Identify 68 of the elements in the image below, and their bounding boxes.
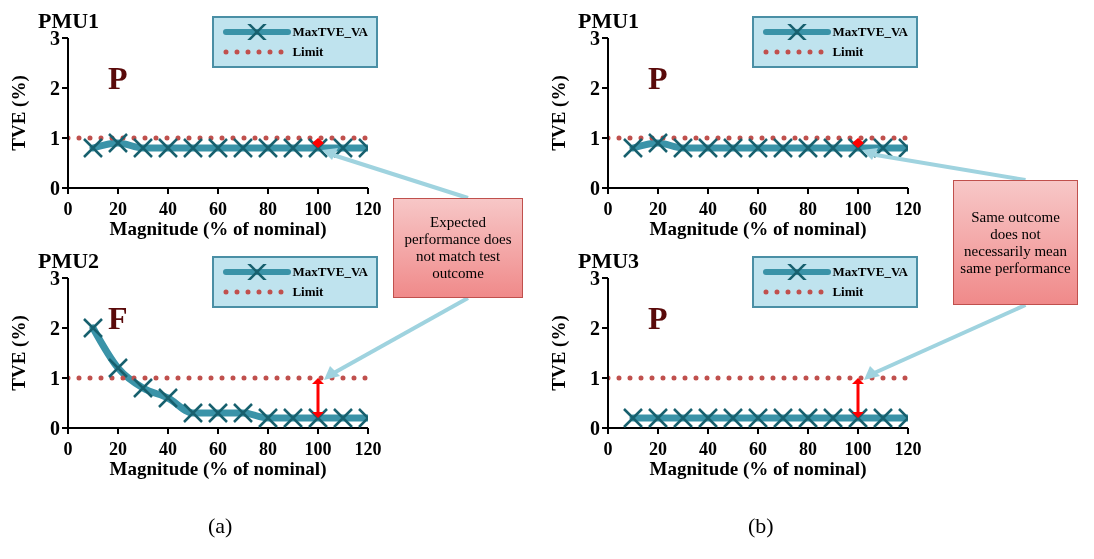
x-axis-title: Magnitude (% of nominal) — [648, 458, 868, 480]
annotation: P — [648, 60, 668, 97]
y-tick-label: 3 — [590, 267, 600, 290]
x-tick-label: 100 — [304, 438, 332, 459]
y-tick-label: 0 — [50, 417, 60, 440]
x-tick-label: 0 — [603, 438, 613, 459]
x-tick-label: 120 — [354, 438, 382, 459]
y-tick-label: 3 — [50, 267, 60, 290]
y-tick-label: 1 — [590, 127, 600, 150]
y-tick-label: 1 — [590, 367, 600, 390]
y-tick-label: 0 — [590, 417, 600, 440]
y-tick-label: 2 — [590, 77, 600, 100]
legend-label: MaxTVE_VA — [292, 264, 368, 280]
y-tick-label: 0 — [50, 177, 60, 200]
x-axis-title: Magnitude (% of nominal) — [108, 458, 328, 480]
x-tick-label: 0 — [63, 198, 73, 219]
y-axis-title: TVE (%) — [7, 75, 30, 151]
x-tick-label: 120 — [354, 198, 382, 219]
legend-label: MaxTVE_VA — [832, 24, 908, 40]
x-tick-label: 60 — [209, 198, 227, 219]
legend-label: Limit — [832, 284, 864, 300]
legend-label: MaxTVE_VA — [832, 264, 908, 280]
text: (a) — [208, 513, 233, 539]
x-tick-label: 60 — [749, 198, 767, 219]
y-tick-label: 1 — [50, 367, 60, 390]
x-axis-title: Magnitude (% of nominal) — [648, 218, 868, 240]
text: Same outcome does not necessarily mean same performance — [953, 180, 1078, 305]
y-tick-label: 2 — [50, 317, 60, 340]
y-tick-label: 3 — [590, 27, 600, 50]
x-tick-label: 100 — [844, 198, 872, 219]
x-tick-label: 40 — [699, 198, 717, 219]
x-tick-label: 20 — [649, 198, 667, 219]
x-tick-label: 60 — [209, 438, 227, 459]
y-tick-label: 2 — [590, 317, 600, 340]
annotation: F — [108, 300, 128, 337]
y-tick-label: 1 — [50, 127, 60, 150]
y-axis-title: TVE (%) — [547, 315, 570, 391]
legend-label: Limit — [292, 44, 324, 60]
legend-label: Limit — [292, 284, 324, 300]
x-tick-label: 120 — [894, 438, 922, 459]
x-tick-label: 80 — [799, 438, 817, 459]
x-tick-label: 0 — [603, 198, 613, 219]
x-tick-label: 40 — [699, 438, 717, 459]
text: (b) — [748, 513, 774, 539]
x-tick-label: 120 — [894, 198, 922, 219]
y-tick-label: 0 — [590, 177, 600, 200]
x-tick-label: 20 — [649, 438, 667, 459]
legend-label: MaxTVE_VA — [292, 24, 368, 40]
x-tick-label: 20 — [109, 198, 127, 219]
x-tick-label: 80 — [259, 198, 277, 219]
x-tick-label: 100 — [304, 198, 332, 219]
y-tick-label: 3 — [50, 27, 60, 50]
x-tick-label: 100 — [844, 438, 872, 459]
x-tick-label: 0 — [63, 438, 73, 459]
y-tick-label: 2 — [50, 77, 60, 100]
x-tick-label: 60 — [749, 438, 767, 459]
x-tick-label: 80 — [799, 198, 817, 219]
legend-label: Limit — [832, 44, 864, 60]
x-tick-label: 40 — [159, 438, 177, 459]
annotation: P — [648, 300, 668, 337]
x-tick-label: 80 — [259, 438, 277, 459]
text: Expected performance does not match test outcome — [393, 198, 523, 298]
x-axis-title: Magnitude (% of nominal) — [108, 218, 328, 240]
x-tick-label: 20 — [109, 438, 127, 459]
y-axis-title: TVE (%) — [7, 315, 30, 391]
x-tick-label: 40 — [159, 198, 177, 219]
y-axis-title: TVE (%) — [547, 75, 570, 151]
annotation: P — [108, 60, 128, 97]
